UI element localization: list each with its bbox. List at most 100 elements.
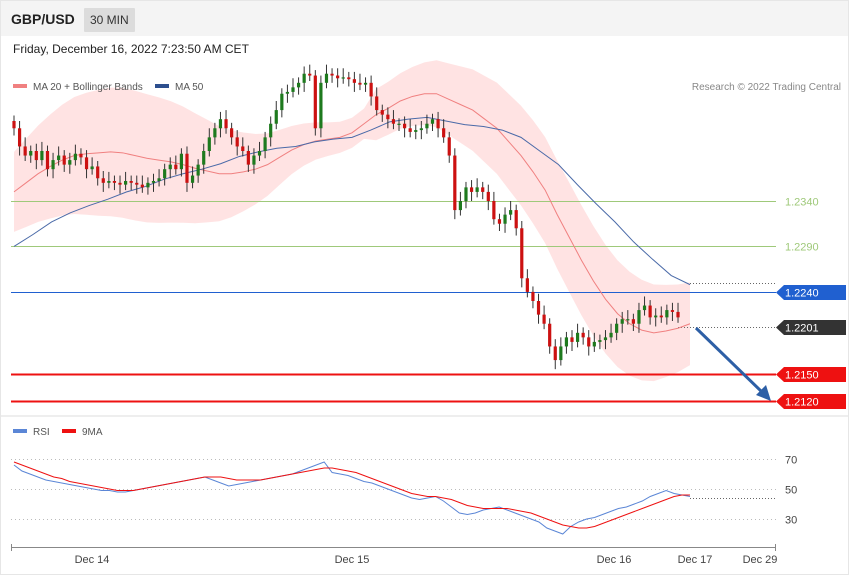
candle-body bbox=[386, 114, 390, 120]
candle-body bbox=[330, 73, 334, 76]
candle-body bbox=[230, 128, 234, 138]
rsi-tick-label: 50 bbox=[785, 485, 797, 497]
candle-body bbox=[609, 332, 613, 338]
candle-body bbox=[40, 151, 44, 161]
candle-body bbox=[336, 75, 340, 79]
candle-body bbox=[163, 169, 167, 179]
candle-body bbox=[319, 82, 323, 129]
candle-body bbox=[263, 137, 267, 151]
candle-body bbox=[615, 323, 619, 333]
rsi-panel: 30 50 70 bbox=[11, 455, 797, 535]
candle-body bbox=[291, 87, 295, 92]
instrument-title: GBP/USD bbox=[11, 11, 75, 27]
pivot-price-tag bbox=[776, 285, 846, 300]
candle-body bbox=[469, 187, 474, 192]
timeframe-badge[interactable]: 30 MIN bbox=[84, 8, 135, 32]
candle-body bbox=[341, 77, 345, 79]
top-bar: GBP/USD 30 MIN bbox=[1, 1, 848, 36]
candle-body bbox=[246, 151, 250, 165]
candle-body bbox=[514, 210, 518, 229]
forecast-arrow-shaft bbox=[694, 326, 764, 394]
candle-body bbox=[274, 110, 278, 124]
candle-body bbox=[90, 166, 94, 170]
candle-body bbox=[542, 314, 546, 324]
candle-body bbox=[648, 305, 652, 318]
candle-body bbox=[107, 181, 111, 183]
price-level-layer bbox=[11, 201, 776, 403]
ma20-legend-label: MA 20 + Bollinger Bands bbox=[33, 82, 143, 93]
ma20-line bbox=[13, 93, 691, 334]
candle-body bbox=[403, 123, 407, 129]
candle-body bbox=[553, 346, 557, 361]
candle-body bbox=[235, 137, 239, 147]
rsi-ma-legend-swatch bbox=[62, 429, 76, 433]
candle-body bbox=[68, 160, 72, 165]
candle-layer bbox=[12, 64, 680, 370]
candle-body bbox=[280, 93, 284, 111]
candle-body bbox=[124, 181, 128, 185]
time-tick-label: Dec 15 bbox=[335, 554, 370, 566]
candle-body bbox=[414, 130, 418, 132]
bollinger-band bbox=[14, 60, 690, 382]
candle-body bbox=[252, 155, 256, 165]
candle-body bbox=[190, 175, 195, 183]
candle-body bbox=[363, 82, 368, 85]
support-price-label: 1.2150 bbox=[785, 370, 819, 382]
candle-body bbox=[62, 155, 66, 165]
candle-body bbox=[358, 82, 362, 85]
legend-layer: MA 20 + Bollinger Bands MA 50 Research ©… bbox=[13, 82, 841, 438]
candle-body bbox=[96, 166, 100, 179]
candle-body bbox=[419, 128, 423, 131]
candle-body bbox=[146, 182, 150, 188]
candle-body bbox=[642, 305, 647, 311]
candle-body bbox=[659, 315, 663, 318]
candle-body bbox=[626, 319, 630, 321]
candle-body bbox=[425, 123, 429, 129]
candle-body bbox=[157, 178, 161, 181]
forecast-arrow-layer bbox=[694, 326, 771, 401]
resistance-price-label: 1.2340 bbox=[785, 197, 819, 209]
candle-body bbox=[369, 82, 373, 97]
candle-body bbox=[665, 310, 669, 318]
candle-body bbox=[241, 146, 245, 151]
candle-body bbox=[520, 228, 524, 279]
candle-body bbox=[218, 119, 223, 129]
candle-body bbox=[442, 128, 446, 138]
candle-body bbox=[213, 128, 217, 138]
candle-body bbox=[179, 153, 183, 170]
candle-body bbox=[302, 73, 306, 83]
candle-body bbox=[12, 121, 16, 129]
ma50-legend-label: MA 50 bbox=[175, 82, 204, 93]
rsi-legend-swatch bbox=[13, 429, 27, 433]
last-price-label: 1.2201 bbox=[785, 323, 819, 335]
candle-body bbox=[174, 164, 178, 170]
copyright-label: Research © 2022 Trading Central bbox=[692, 82, 841, 93]
candle-body bbox=[637, 310, 641, 324]
candle-body bbox=[559, 346, 563, 361]
candle-body bbox=[603, 337, 608, 341]
rsi-line bbox=[13, 461, 691, 535]
candle-body bbox=[481, 187, 485, 192]
candle-body bbox=[308, 73, 312, 76]
candle-body bbox=[575, 332, 580, 342]
candle-body bbox=[436, 119, 440, 129]
rsi-tick-label: 30 bbox=[785, 515, 797, 527]
rsi-tick-label: 70 bbox=[785, 455, 797, 467]
candle-body bbox=[430, 119, 435, 124]
candle-body bbox=[548, 323, 552, 347]
candle-body bbox=[475, 187, 479, 192]
candle-body bbox=[453, 155, 457, 211]
candle-body bbox=[51, 160, 55, 170]
candle-body bbox=[592, 341, 596, 347]
candle-body bbox=[631, 319, 635, 324]
candle-body bbox=[375, 96, 379, 111]
candle-body bbox=[207, 137, 211, 151]
last-price-tag bbox=[776, 320, 846, 335]
candle-body bbox=[391, 119, 396, 124]
bollinger-band-layer bbox=[14, 60, 690, 382]
candle-body bbox=[564, 337, 569, 347]
candle-body bbox=[129, 181, 133, 183]
candle-body bbox=[118, 182, 122, 185]
candle-body bbox=[531, 291, 535, 301]
